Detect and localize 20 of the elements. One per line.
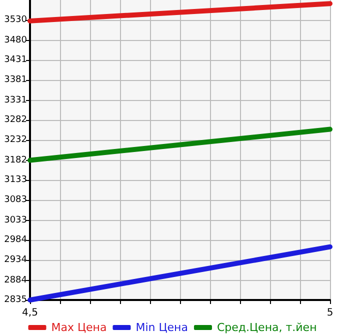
y-tick-label: 3530 [4, 15, 28, 26]
y-tick-label: 3282 [4, 115, 27, 125]
y-tick-label: 3083 [4, 195, 27, 206]
x-tick-label: 4,5 [22, 308, 38, 318]
x-tick-label: 5 [326, 308, 334, 318]
y-tick-label: 2835 [4, 295, 27, 305]
y-tick-label: 2934 [4, 255, 28, 266]
y-tick-label: 2984 [4, 235, 28, 245]
y-tick-label: 3381 [4, 75, 27, 86]
legend-label: Min Цена [136, 321, 188, 334]
y-tick-label: 3431 [4, 55, 27, 65]
y-tick-label: 3232 [4, 135, 27, 146]
legend-label: Max Цена [51, 321, 107, 334]
y-tick-label: 3182 [4, 155, 27, 166]
y-tick-label: 3033 [4, 215, 27, 226]
y-tick-label: 3133 [4, 175, 27, 185]
y-tick-label: 3480 [4, 35, 28, 46]
legend-label: Сред.Цена, т.йен [216, 321, 317, 334]
y-tick-label: 2884 [4, 275, 28, 286]
y-tick-label: 3331 [4, 95, 27, 106]
